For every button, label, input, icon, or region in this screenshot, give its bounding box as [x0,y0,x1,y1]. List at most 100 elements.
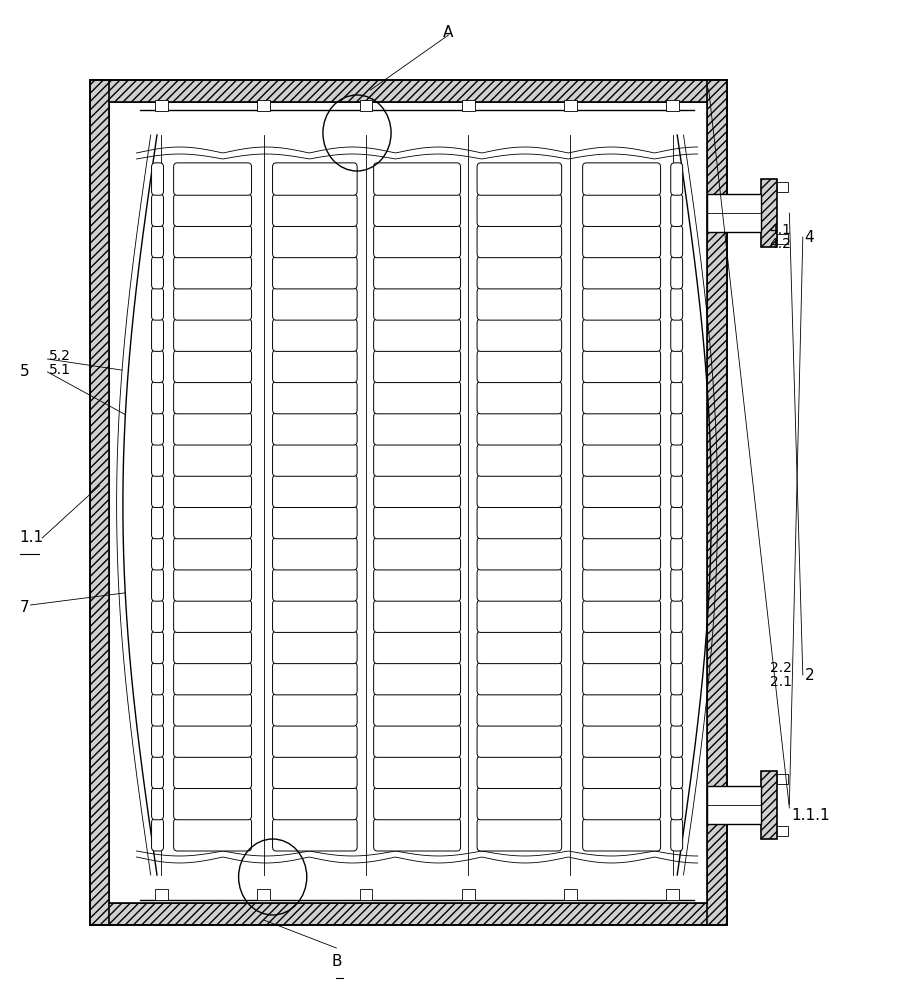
Bar [257,889,270,900]
FancyBboxPatch shape [273,694,357,726]
FancyBboxPatch shape [374,631,460,664]
FancyBboxPatch shape [583,413,660,445]
FancyBboxPatch shape [583,663,660,695]
FancyBboxPatch shape [152,600,163,632]
FancyBboxPatch shape [273,444,357,476]
FancyBboxPatch shape [374,194,460,226]
FancyBboxPatch shape [671,631,683,664]
FancyBboxPatch shape [174,381,251,414]
Bar [90,80,727,102]
FancyBboxPatch shape [374,725,460,757]
Bar [257,100,270,111]
FancyBboxPatch shape [174,194,251,226]
FancyBboxPatch shape [477,413,562,445]
FancyBboxPatch shape [273,725,357,757]
FancyBboxPatch shape [152,787,163,820]
FancyBboxPatch shape [671,257,683,289]
FancyBboxPatch shape [477,600,562,632]
FancyBboxPatch shape [273,663,357,695]
Bar [90,80,109,925]
FancyBboxPatch shape [273,381,357,414]
FancyBboxPatch shape [174,787,251,820]
FancyBboxPatch shape [152,194,163,226]
FancyBboxPatch shape [374,506,460,539]
FancyBboxPatch shape [583,819,660,851]
Bar [90,80,727,925]
FancyBboxPatch shape [273,569,357,601]
Text: 1.1.1: 1.1.1 [791,808,830,822]
Bar [155,889,168,900]
FancyBboxPatch shape [477,319,562,351]
FancyBboxPatch shape [374,288,460,320]
Bar [707,80,727,925]
FancyBboxPatch shape [671,163,683,195]
FancyBboxPatch shape [671,319,683,351]
FancyBboxPatch shape [374,538,460,570]
FancyBboxPatch shape [374,787,460,820]
FancyBboxPatch shape [174,506,251,539]
FancyBboxPatch shape [671,350,683,383]
FancyBboxPatch shape [671,819,683,851]
FancyBboxPatch shape [583,225,660,258]
FancyBboxPatch shape [671,475,683,508]
FancyBboxPatch shape [583,694,660,726]
FancyBboxPatch shape [174,444,251,476]
FancyBboxPatch shape [583,600,660,632]
FancyBboxPatch shape [273,225,357,258]
Bar [462,100,475,111]
FancyBboxPatch shape [273,194,357,226]
FancyBboxPatch shape [671,538,683,570]
FancyBboxPatch shape [152,694,163,726]
FancyBboxPatch shape [477,444,562,476]
Bar [360,889,372,900]
Bar [761,771,777,839]
FancyBboxPatch shape [671,506,683,539]
Bar [707,786,761,824]
FancyBboxPatch shape [477,350,562,383]
FancyBboxPatch shape [583,475,660,508]
FancyBboxPatch shape [583,163,660,195]
FancyBboxPatch shape [174,413,251,445]
Text: 5.2: 5.2 [49,349,71,363]
FancyBboxPatch shape [374,663,460,695]
FancyBboxPatch shape [374,257,460,289]
FancyBboxPatch shape [174,694,251,726]
FancyBboxPatch shape [583,506,660,539]
FancyBboxPatch shape [583,381,660,414]
Bar [109,102,707,903]
FancyBboxPatch shape [583,631,660,664]
Text: 4: 4 [805,230,814,244]
FancyBboxPatch shape [583,257,660,289]
FancyBboxPatch shape [174,257,251,289]
FancyBboxPatch shape [671,413,683,445]
Bar [360,100,372,111]
FancyBboxPatch shape [671,194,683,226]
FancyBboxPatch shape [152,225,163,258]
FancyBboxPatch shape [174,538,251,570]
FancyBboxPatch shape [477,694,562,726]
FancyBboxPatch shape [152,350,163,383]
Text: 4.2: 4.2 [770,237,791,251]
Bar [707,194,761,232]
Bar [155,100,168,111]
FancyBboxPatch shape [477,194,562,226]
FancyBboxPatch shape [374,444,460,476]
Text: 5.1: 5.1 [49,363,72,377]
FancyBboxPatch shape [174,631,251,664]
FancyBboxPatch shape [152,319,163,351]
FancyBboxPatch shape [273,413,357,445]
FancyBboxPatch shape [671,569,683,601]
Bar [564,889,577,900]
FancyBboxPatch shape [374,225,460,258]
FancyBboxPatch shape [174,288,251,320]
FancyBboxPatch shape [273,787,357,820]
FancyBboxPatch shape [273,819,357,851]
FancyBboxPatch shape [583,319,660,351]
FancyBboxPatch shape [273,288,357,320]
FancyBboxPatch shape [152,631,163,664]
Text: 2.1: 2.1 [770,675,792,689]
Text: A: A [443,25,454,40]
FancyBboxPatch shape [174,600,251,632]
FancyBboxPatch shape [671,787,683,820]
FancyBboxPatch shape [374,381,460,414]
